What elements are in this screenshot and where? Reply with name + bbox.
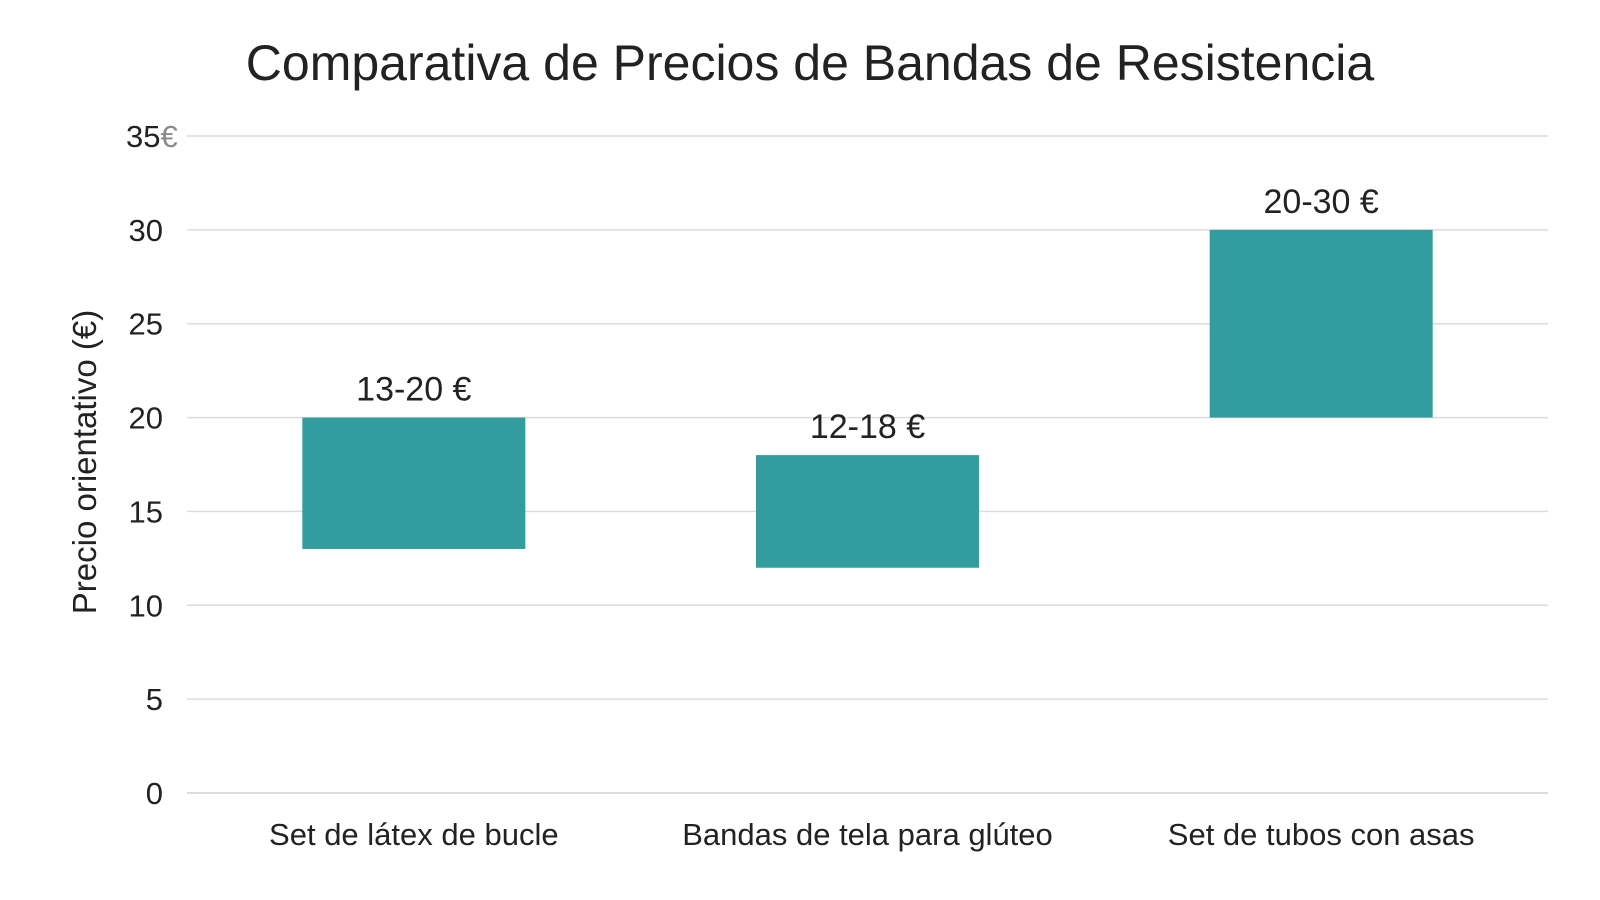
- y-tick-label: 25: [129, 307, 163, 342]
- bars: [302, 229, 1433, 568]
- y-tick-label: 0: [146, 776, 163, 811]
- x-axis-categories: Set de látex de bucle Bandas de tela para…: [269, 817, 1474, 852]
- y-tick-label: 20: [129, 401, 163, 436]
- chart-title: Comparativa de Precios de Bandas de Resi…: [246, 35, 1375, 91]
- bar-data-label: 12-18 €: [810, 408, 925, 446]
- bar-data-label: 13-20 €: [356, 371, 471, 409]
- x-category-label: Set de látex de bucle: [269, 817, 559, 852]
- y-axis-ticks: 0 5 10 15 20 25 30 35€: [126, 119, 178, 811]
- y-axis-label: Precio orientativo (€): [66, 310, 103, 614]
- y-tick-label: 5: [146, 682, 163, 717]
- y-tick-label: 30: [129, 213, 163, 248]
- x-category-label: Set de tubos con asas: [1168, 817, 1475, 852]
- price-range-bar: [1209, 229, 1433, 418]
- data-labels: 13-20 € 12-18 € 20-30 €: [356, 183, 1379, 446]
- y-tick-label: 35€: [126, 119, 178, 154]
- y-tick-label: 15: [129, 494, 163, 529]
- price-range-bar: [756, 455, 979, 568]
- x-category-label: Bandas de tela para glúteo: [682, 817, 1053, 852]
- y-tick-label: 10: [129, 588, 163, 623]
- price-range-bar: [302, 417, 526, 549]
- bar-data-label: 20-30 €: [1264, 183, 1379, 221]
